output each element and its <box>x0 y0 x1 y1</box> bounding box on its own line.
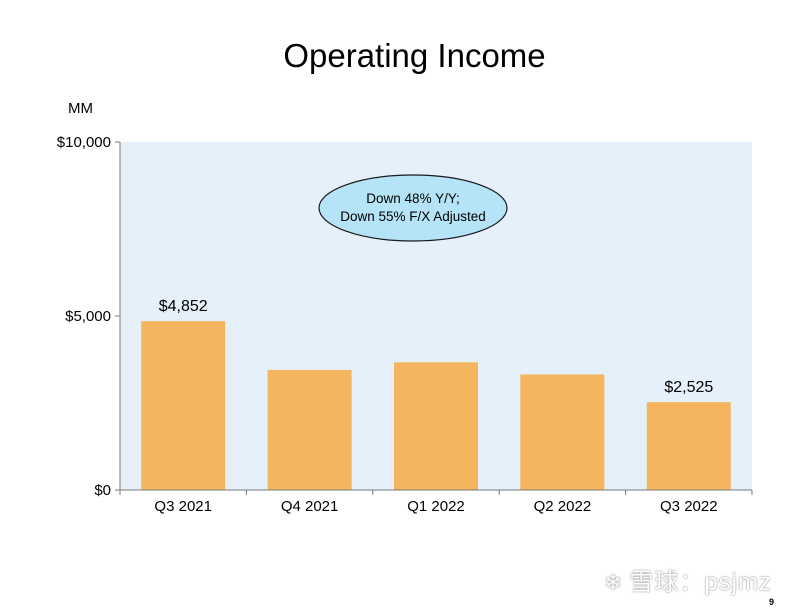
chart-labels: Q3 2021 $4,852 Q4 2021 Q1 2022 Q2 2022 Q3 202… <box>57 134 718 515</box>
watermark-text: 雪球：psjmz <box>629 569 772 596</box>
watermark: ❄ 雪球：psjmz <box>604 562 772 597</box>
x-tick-label: Q1 2022 <box>407 498 465 515</box>
y-tick-label: $5,000 <box>65 308 111 325</box>
bar <box>141 321 226 490</box>
x-tick-label: Q3 2022 <box>660 498 718 515</box>
page-number: 9 <box>768 597 774 607</box>
y-tick-label: $0 <box>94 482 111 499</box>
bar <box>646 402 731 490</box>
y-unit-label: MM <box>68 100 93 117</box>
bar-series <box>141 321 731 490</box>
data-label: $4,852 <box>159 298 208 315</box>
x-tick-label: Q2 2022 <box>534 498 592 515</box>
bar <box>394 362 478 490</box>
callout-line-1: Down 48% Y/Y; <box>366 191 460 206</box>
chart-title: Operating Income <box>283 37 546 74</box>
y-tick-label: $10,000 <box>57 134 111 151</box>
callout-text: Down 48% Y/Y; Down 55% F/X Adjusted <box>318 174 508 242</box>
x-tick-label: Q3 2021 <box>154 498 212 515</box>
axes <box>115 141 753 495</box>
x-tick-label: Q4 2021 <box>281 498 339 515</box>
callout-ellipse <box>318 174 508 242</box>
bar <box>520 374 605 490</box>
snowball-icon: ❄ <box>603 570 624 595</box>
bar <box>267 369 352 490</box>
callout-line-2: Down 55% F/X Adjusted <box>340 209 486 224</box>
data-label: $2,525 <box>664 379 713 396</box>
